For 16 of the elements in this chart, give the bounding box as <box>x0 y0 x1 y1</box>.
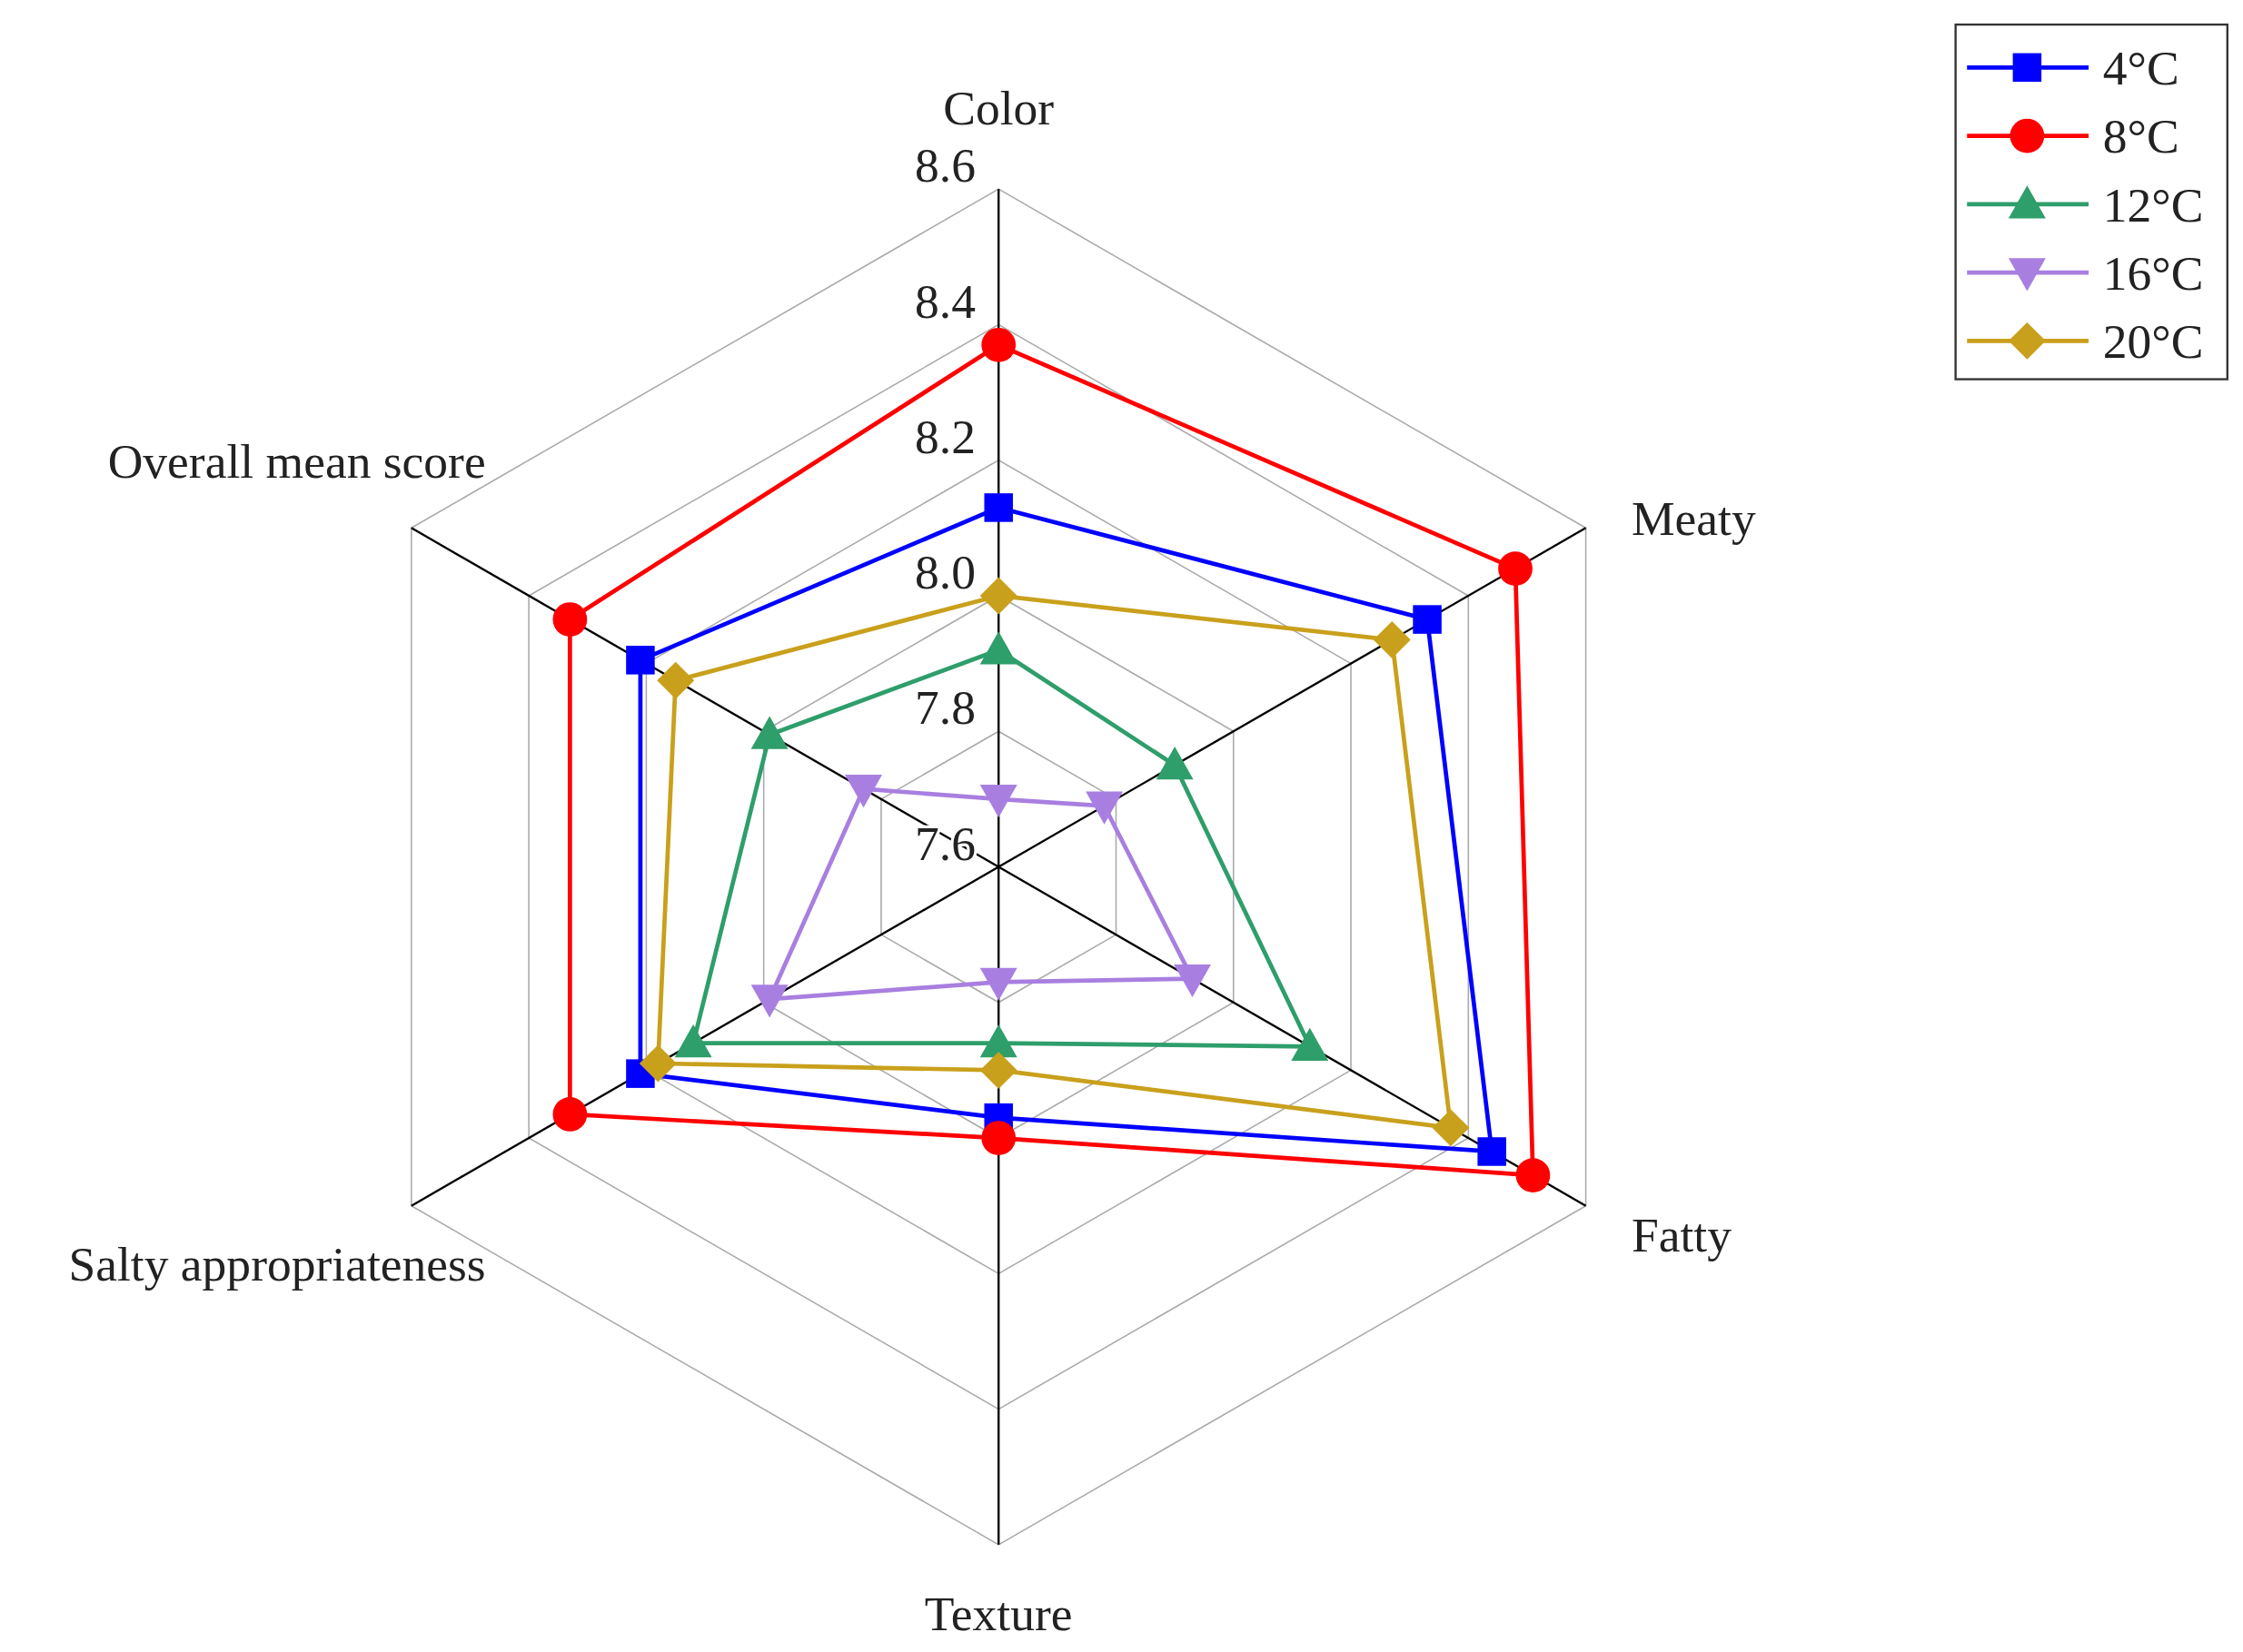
legend-label: 8°C <box>2102 109 2179 164</box>
legend-label: 4°C <box>2102 41 2179 96</box>
spoke-label: Texture <box>924 1587 1073 1642</box>
legend-label: 16°C <box>2102 245 2204 301</box>
legend-label: 12°C <box>2102 177 2204 232</box>
spoke-label: Meaty <box>1631 491 1756 547</box>
y-tick-label: 7.8 <box>915 680 977 736</box>
spoke-label: Overall mean score <box>107 434 486 490</box>
spoke-label: Fatty <box>1631 1208 1732 1263</box>
y-tick-label: 8.4 <box>915 273 977 329</box>
spoke-label: Salty appropriateness <box>68 1236 486 1291</box>
y-tick-label: 8.0 <box>915 545 977 600</box>
spoke-label: Color <box>943 81 1055 136</box>
legend-label: 20°C <box>2102 314 2204 370</box>
y-tick-label: 8.6 <box>915 138 977 193</box>
y-tick-label: 8.2 <box>915 409 977 464</box>
